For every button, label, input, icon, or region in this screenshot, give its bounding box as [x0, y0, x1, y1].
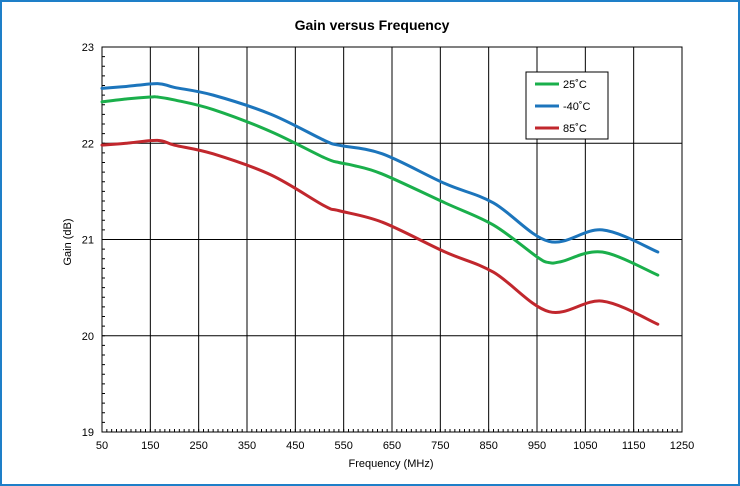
x-tick-label: 550 [334, 440, 352, 452]
series-line-0 [100, 95, 660, 277]
series-lines [100, 82, 660, 326]
legend-label-1: -40˚C [563, 101, 591, 113]
y-tick-labels: 19 20 21 22 23 [82, 42, 94, 439]
series-line-1 [100, 82, 660, 254]
y-axis-label: Gain (dB) [62, 218, 74, 265]
x-tick-label: 1150 [622, 440, 646, 452]
x-tick-label: 250 [189, 440, 207, 452]
x-tick-label: 1050 [573, 440, 597, 452]
x-tick-label: 50 [96, 440, 108, 452]
y-tick-label: 20 [82, 331, 94, 343]
y-tick-label: 19 [82, 427, 94, 439]
series-line-2 [100, 138, 660, 326]
y-tick-label: 21 [82, 235, 94, 247]
x-tick-label: 350 [238, 440, 256, 452]
x-tick-labels: 50 150 250 350 450 550 650 750 850 950 1050 1150 125… [96, 440, 694, 452]
x-tick-label: 1250 [670, 440, 694, 452]
y-tick-label: 23 [82, 42, 94, 54]
x-tick-label: 450 [286, 440, 304, 452]
chart-title: Gain versus Frequency [295, 17, 450, 33]
x-tick-label: 950 [528, 440, 546, 452]
x-tick-label: 850 [479, 440, 497, 452]
x-axis-label: Frequency (MHz) [349, 458, 434, 470]
x-tick-label: 150 [141, 440, 159, 452]
minor-ticks [101, 46, 683, 433]
x-tick-label: 650 [383, 440, 401, 452]
legend: 25˚C -40˚C 85˚C [525, 71, 609, 140]
legend-label-0: 25˚C [563, 79, 587, 91]
x-tick-label: 750 [431, 440, 449, 452]
legend-label-2: 85˚C [563, 123, 587, 135]
y-tick-label: 22 [82, 138, 94, 150]
